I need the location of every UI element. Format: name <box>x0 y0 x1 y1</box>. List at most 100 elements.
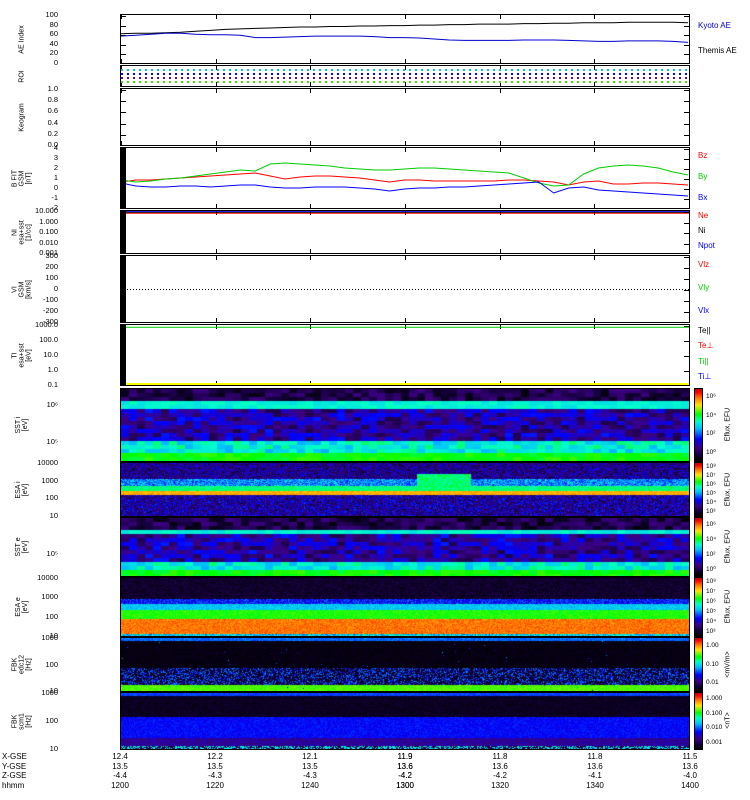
x-axis-value: -4.2 <box>493 771 507 780</box>
axis-tick-column <box>121 325 126 385</box>
tick-mark <box>121 123 126 125</box>
tick-mark <box>121 134 126 136</box>
x-tick <box>310 318 311 322</box>
y-tick-ni: 1.000 <box>39 216 58 226</box>
tick-mark <box>121 101 126 103</box>
y-tick-esa-i: 10000 <box>37 458 58 467</box>
colorbar-title: <nT> <box>724 712 732 729</box>
y-axis-label-fbk-scm1: FBK scm1 [Hz] <box>11 712 33 730</box>
series-label-Te: Te⊥ <box>698 341 714 351</box>
tick-mark <box>684 326 689 327</box>
x-axis-value: 13.6 <box>397 761 413 771</box>
tick-mark <box>684 54 689 56</box>
x-axis-value: 11.8 <box>492 752 508 761</box>
series-label-Ne: Ne <box>698 211 709 221</box>
tick-mark <box>684 356 689 357</box>
x-tick <box>594 148 595 152</box>
series-Bz <box>121 172 689 186</box>
x-tick <box>121 66 122 70</box>
sst-i-cbar <box>694 388 703 462</box>
y-tick-keogram: 0.4 <box>47 117 58 127</box>
tick-mark <box>684 169 689 170</box>
x-tick <box>310 59 311 63</box>
y-tick-fbk-edc12: 1000 <box>41 633 58 642</box>
colorbar-tick: 10⁶ <box>706 520 716 528</box>
x-tick <box>310 148 311 152</box>
x-tick <box>310 204 311 208</box>
panel-ae-index <box>120 14 690 64</box>
series-KyotoAE <box>121 21 689 35</box>
series-label-Te: Te|| <box>698 325 711 335</box>
x-tick <box>594 59 595 63</box>
panel-roi <box>120 65 690 87</box>
y-tick-ti: 1000.0 <box>35 320 58 329</box>
y-tick-fbk-edc12: 10 <box>49 686 58 695</box>
colorbar-gradient <box>695 638 702 691</box>
x-tick <box>689 256 690 260</box>
x-tick <box>405 148 406 152</box>
series-label-Ti: Ti|| <box>698 356 709 366</box>
colorbar-tick: 0.010 <box>706 724 723 732</box>
series-plot-ni <box>121 211 689 214</box>
spectrogram-sst-i <box>121 389 689 461</box>
x-axis-value: 1220 <box>206 780 224 790</box>
colorbar-tick: 10⁵ <box>706 490 716 498</box>
tick-mark <box>684 159 689 160</box>
colorbar-tick: 10⁸ <box>706 462 716 470</box>
x-axis-value: 13.6 <box>682 761 698 771</box>
x-tick <box>500 141 501 145</box>
y-tick-ae-index: 100 <box>45 10 58 19</box>
x-axis-value: -4.3 <box>303 771 317 780</box>
axis-tick-column <box>121 256 126 322</box>
colorbar-tick: 10³ <box>706 628 716 635</box>
y-tick-esa-i: 1000 <box>41 475 58 485</box>
colorbar-tick: 10⁸ <box>706 578 716 585</box>
y-tick-keogram: 1.0 <box>47 84 58 93</box>
x-tick <box>689 59 690 63</box>
tick-mark <box>684 279 689 280</box>
tick-mark <box>684 233 689 234</box>
x-tick <box>500 148 501 152</box>
y-tick-vi: -100 <box>42 295 58 304</box>
series-label-KyotoAE: Kyoto AE <box>698 20 731 30</box>
x-tick <box>121 15 122 19</box>
tick-mark <box>684 312 689 313</box>
x-tick <box>310 89 311 93</box>
panel-ti <box>120 324 690 386</box>
x-axis-value: -4.4 <box>113 771 127 780</box>
x-tick <box>500 66 501 70</box>
tick-mark <box>684 268 689 269</box>
y-tick-ni: 0.010 <box>39 237 58 247</box>
x-tick <box>689 249 690 253</box>
x-axis-row-label: Y-GSE <box>2 761 27 771</box>
x-axis-value: 11.9 <box>397 752 413 761</box>
x-axis-value: -4.2 <box>398 771 412 780</box>
x-axis-value: 1340 <box>586 780 604 790</box>
y-tick-esa-e: 10000 <box>37 573 58 582</box>
x-tick <box>594 89 595 93</box>
series-label-Ti: Ti⊥ <box>698 372 712 382</box>
colorbar-title: Eflux, EFU <box>724 529 732 564</box>
y-tick-fbk-scm1: 100 <box>45 716 58 725</box>
tick-mark <box>684 371 689 372</box>
x-tick <box>216 89 217 93</box>
panel-vi <box>120 255 690 323</box>
x-tick <box>500 249 501 253</box>
x-tick <box>310 15 311 19</box>
y-tick-fbk-scm1: 1000 <box>41 688 58 697</box>
tick-mark <box>684 290 689 291</box>
tick-mark <box>121 16 126 17</box>
y-tick-sst-e: 10⁵ <box>46 548 58 558</box>
colorbar-tick: 10³ <box>706 508 716 516</box>
x-axis-value: 1200 <box>111 780 129 790</box>
panel-fbk-edc12 <box>120 637 690 692</box>
y-tick-fbk-edc12: 100 <box>45 659 58 669</box>
colorbar-tick: 1.00 <box>706 642 719 650</box>
x-tick <box>594 256 595 260</box>
y-axis-label-b-fit: B FIT GSM [nT] <box>11 169 33 187</box>
y-tick-sst-i: 10⁶ <box>46 399 58 409</box>
series-plot-ae-index <box>121 21 689 43</box>
x-tick <box>405 15 406 19</box>
x-tick <box>405 59 406 63</box>
series-plot-ti <box>121 326 689 328</box>
